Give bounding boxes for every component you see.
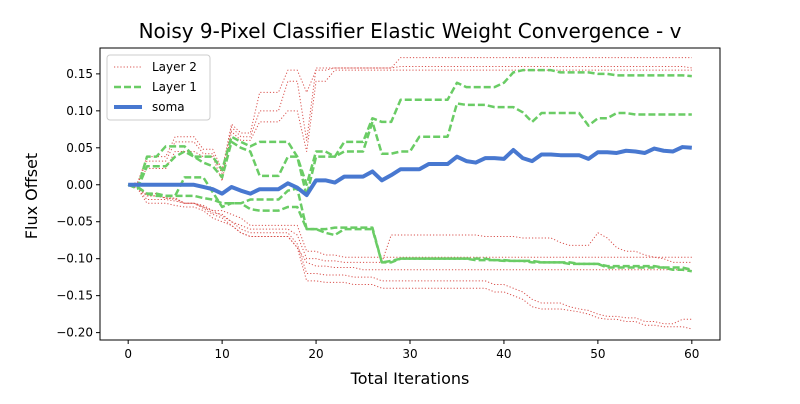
y-tick-label: 0.05 — [66, 141, 93, 155]
series-line-layer-1-1 — [127, 68, 692, 190]
legend-label-layer-2: Layer 2 — [152, 60, 197, 74]
y-tick-label: −0.20 — [56, 326, 93, 340]
series-line-layer-1-4 — [127, 183, 693, 273]
x-tick-label: 60 — [684, 347, 699, 361]
x-axis-label: Total Iterations — [350, 369, 470, 388]
legend: Layer 2 Layer 1 soma — [106, 54, 211, 121]
legend-label-layer-1: Layer 1 — [152, 80, 197, 94]
series-line-layer-2-6 — [128, 65, 692, 186]
x-axis-ticks: 0 10 20 30 40 50 60 — [124, 340, 699, 361]
legend-box — [106, 54, 211, 121]
y-tick-label: −0.10 — [56, 252, 93, 266]
x-tick-label: 20 — [308, 347, 323, 361]
y-tick-label: 0.10 — [66, 104, 93, 118]
series-line-layer-1-2 — [127, 102, 692, 198]
chart-title: Noisy 9-Pixel Classifier Elastic Weight … — [139, 19, 682, 43]
series-line-layer-2-12 — [127, 184, 692, 330]
x-tick-label: 0 — [124, 347, 132, 361]
x-tick-label: 30 — [402, 347, 417, 361]
series-line-layer-2-8 — [128, 184, 692, 258]
y-tick-label: 0.15 — [66, 67, 93, 81]
series-line-layer-2-11 — [127, 184, 692, 325]
series-line-layer-2-5 — [128, 57, 692, 186]
x-tick-label: 10 — [214, 347, 229, 361]
x-tick-label: 50 — [590, 347, 605, 361]
y-tick-label: −0.05 — [56, 215, 93, 229]
y-tick-label: −0.15 — [56, 289, 93, 303]
series-layer — [127, 57, 693, 330]
series-line-layer-2-7 — [128, 69, 692, 186]
series-line-soma-0 — [128, 145, 692, 198]
y-tick-label: 0.00 — [66, 178, 93, 192]
y-axis-ticks: −0.20 −0.15 −0.10 −0.05 0.00 0.05 0.10 0.15 — [56, 67, 100, 340]
y-axis-label: Flux Offset — [22, 153, 41, 239]
legend-label-soma: soma — [152, 100, 185, 114]
series-line-layer-2-9 — [127, 184, 692, 263]
x-tick-label: 40 — [496, 347, 511, 361]
